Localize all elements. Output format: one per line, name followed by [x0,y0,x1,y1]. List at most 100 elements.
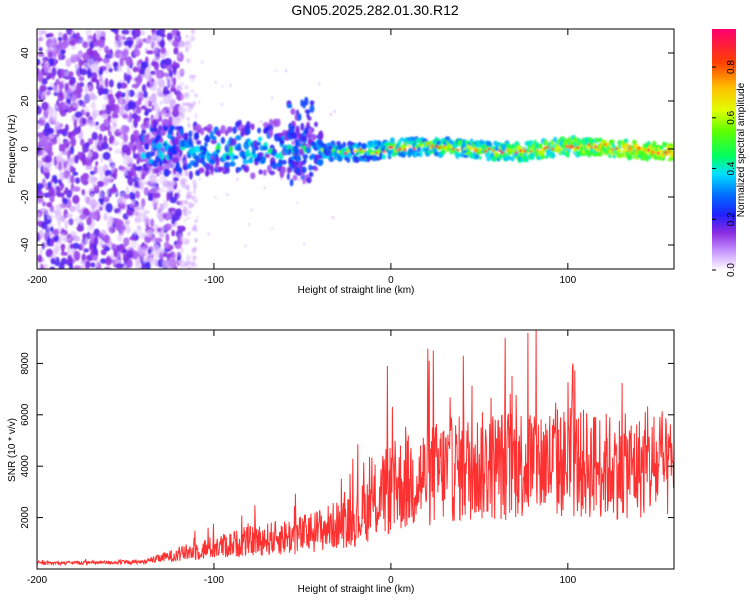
spectrogram-cell [100,172,104,183]
spectrogram-cell [674,152,677,155]
spectrogram-cell [121,144,130,154]
spectrogram-cell [551,147,554,151]
spectrogram-cell [81,189,86,196]
spectrogram-cell [594,145,598,149]
spectrogram-cell [300,135,305,143]
colorbar-cell [712,239,736,243]
colorbar-cell [712,201,736,205]
spectrogram-cell [269,170,276,176]
spectrogram-cell [162,212,167,219]
spectrogram-cell [58,261,65,269]
spectrogram-cell [75,177,80,184]
spectrogram-cell [295,139,299,148]
spectrogram-cell [257,127,262,134]
spectrogram-cell [194,155,199,161]
spectrogram-cell [57,31,63,37]
colorbar-cell [712,147,736,150]
colorbar-cell [712,165,736,169]
colorbar-cell [712,99,736,102]
spectrogram-cell [98,74,103,82]
colorbar-cell [712,167,736,171]
spectrogram-cell [69,205,76,213]
colorbar-cell [712,235,736,239]
spectrogram-cell [245,121,251,130]
spectrogram-cell [255,141,261,146]
spectrogram-cell [573,136,577,143]
spectrogram-cell [505,148,509,152]
spectrogram-cell [193,132,199,141]
spectrogram-cell [250,172,256,180]
spectrogram-cell [108,158,113,164]
spectrogram-cell [60,183,65,189]
colorbar-cell [712,107,736,110]
spectrogram-cell [103,196,110,203]
spectrogram-cell [158,79,166,88]
spectrogram-cell [54,121,61,131]
spectrogram-cell [347,149,350,153]
spectrogram-cell [62,171,70,180]
spectrogram-cell [187,202,194,209]
colorbar-cell [712,229,736,233]
spectrogram-cell [41,77,48,85]
spectrogram-cell [96,79,100,86]
spectrogram-cell [530,154,535,161]
spectrogram-cell [162,108,166,119]
spectrogram-cell [39,248,43,255]
spectrogram-cell [603,143,607,146]
colorbar-cell [712,217,736,221]
spectrogram-cell [47,86,54,91]
spectrogram-cell [72,242,80,250]
spectrogram-cell [37,29,44,37]
spectrogram-cell [89,198,97,208]
spectrogram-cell [462,147,466,151]
spectrogram-cell [127,175,134,186]
spectrogram-y-tick-label: 0 [20,146,31,152]
spectrogram-cell [50,239,54,247]
spectrogram-cell [201,60,204,64]
colorbar-cell [712,47,736,50]
spectrogram-cell [501,151,504,155]
spectrogram-cell [105,170,112,175]
spectrogram-cell [288,147,292,156]
colorbar-cell [712,195,736,199]
spectrogram-cell [179,204,185,208]
spectrogram-cell [363,149,366,153]
spectrogram-cell [181,102,187,107]
spectrogram-cell [531,149,535,153]
spectrogram-cell [204,135,211,143]
spectrogram-cell [84,84,89,95]
spectrogram-cell [130,238,138,249]
spectrogram-cell [194,263,198,269]
spectrogram-cell [176,31,181,36]
spectrogram-cell [57,40,63,51]
spectrogram-cell [186,209,192,215]
spectrogram-cell [155,70,162,80]
spectrogram-cell [465,151,469,156]
spectrogram-cell [163,241,170,249]
spectrogram-cell [141,129,147,135]
colorbar-cell [712,155,736,159]
spectrogram-cell [131,134,136,141]
spectrogram-cell [159,40,165,48]
spectrogram-cell [78,82,85,88]
colorbar-cell [712,53,736,56]
spectrogram-cell [139,178,143,189]
spectrogram-cell [467,144,471,148]
colorbar-cell [712,231,736,235]
spectrogram-cell [546,145,549,149]
spectrogram-cell [49,194,55,203]
spectrogram-cell [176,188,181,196]
colorbar-cell [712,259,736,263]
spectrogram-cell [469,147,473,150]
spectrogram-cell [89,242,94,250]
spectrogram-cell [187,266,191,269]
spectrogram-cell [376,156,380,161]
spectrogram-cell [37,183,44,190]
spectrogram-cell [178,233,184,238]
spectrogram-cell [140,152,146,160]
spectrogram-cell [44,66,52,74]
spectrogram-cell [501,146,507,152]
spectrogram-cell [506,143,511,148]
spectrogram-cell [116,244,120,253]
spectrogram-cell [165,106,173,111]
